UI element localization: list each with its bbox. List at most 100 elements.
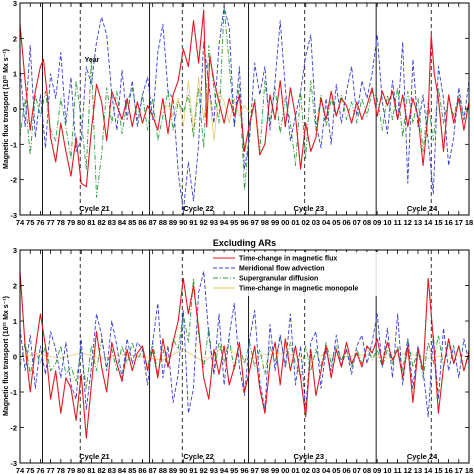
series-line-flux [20, 9, 469, 188]
legend-label-meridional: Meridional flow advection [239, 266, 325, 273]
x-tick-label: 10 [383, 466, 391, 474]
x-tick-label: 77 [46, 218, 54, 227]
y-tick-label: 0 [13, 353, 17, 362]
x-tick-label: 90 [179, 218, 187, 227]
y-axis-title: Magnetic flux transport (10²¹ Mx s⁻¹) [3, 49, 10, 169]
x-tick-label: 10 [383, 218, 391, 227]
x-tick-label: 81 [87, 218, 95, 227]
cycle-label: Cycle 22 [183, 204, 213, 213]
x-tick-label: 86 [138, 218, 146, 227]
x-tick-label: 17 [455, 466, 463, 474]
x-tick-label: 12 [404, 466, 412, 474]
y-tick-label: 1 [13, 317, 17, 326]
y-tick-label: -1 [10, 388, 17, 397]
x-tick-label: 85 [128, 466, 136, 474]
x-tick-label: 11 [394, 466, 402, 474]
x-tick-label: 16 [444, 466, 452, 474]
legend-label-monopole: Time-change in magnetic monopole [239, 286, 358, 293]
legend-label-flux: Time-change in magnetic flux [239, 256, 337, 263]
y-tick-label: -1 [10, 140, 17, 149]
x-tick-label: 08 [363, 466, 371, 474]
x-tick-label: 09 [373, 218, 381, 227]
x-tick-label: 78 [57, 466, 65, 474]
x-tick-label: 18 [465, 466, 473, 474]
x-tick-label: 80 [77, 218, 85, 227]
x-tick-label: 15 [434, 466, 442, 474]
x-tick-label: 06 [342, 466, 350, 474]
x-tick-label: 80 [77, 466, 85, 474]
x-tick-label: 93 [210, 218, 218, 227]
legend-label-supergranular: Supergranular diffusion [239, 276, 318, 283]
x-tick-label: 76 [36, 466, 44, 474]
x-tick-label: 15 [434, 218, 442, 227]
x-tick-label: 87 [148, 218, 156, 227]
y-tick-label: -2 [10, 176, 17, 185]
x-tick-label: 77 [46, 466, 54, 474]
series-line-monopole [20, 345, 469, 363]
plot-frame [19, 2, 470, 216]
x-tick-label: 18 [465, 218, 473, 227]
x-tick-label: 89 [169, 218, 177, 227]
x-tick-label: 92 [200, 218, 208, 227]
x-tick-label: 89 [169, 466, 177, 474]
x-tick-label: 75 [26, 218, 34, 227]
x-tick-label: 93 [210, 466, 218, 474]
x-tick-label: 75 [26, 466, 34, 474]
x-tick-label: 97 [251, 218, 259, 227]
x-tick-label: 09 [373, 466, 381, 474]
y-tick-label: 2 [13, 34, 17, 43]
x-tick-label: 02 [302, 218, 310, 227]
x-tick-label: 94 [220, 466, 229, 474]
x-tick-label: 87 [148, 466, 156, 474]
x-tick-label: 05 [332, 466, 340, 474]
x-tick-label: 07 [353, 466, 361, 474]
x-tick-label: 84 [118, 218, 127, 227]
y-tick-label: 2 [13, 282, 17, 291]
x-tick-label: 14 [424, 218, 433, 227]
legend: Time-change in magnetic flux Meridional f… [209, 252, 384, 296]
x-tick-label: 05 [332, 218, 340, 227]
x-tick-label: 98 [261, 218, 269, 227]
x-tick-label: 16 [444, 218, 452, 227]
x-tick-label: 01 [291, 218, 299, 227]
x-tick-label: 13 [414, 218, 422, 227]
series-line-flux [20, 271, 469, 439]
x-tick-label: 99 [271, 218, 279, 227]
x-tick-label: 88 [159, 466, 167, 474]
y-tick-label: -2 [10, 424, 17, 433]
x-tick-label: 82 [97, 466, 105, 474]
x-tick-label: 03 [312, 218, 320, 227]
x-tick-label: 92 [200, 466, 208, 474]
x-tick-label: 04 [322, 466, 331, 474]
x-tick-label: 00 [281, 466, 289, 474]
bottom-panel: 74 75 76 77 78 79 80 81 82 83 84 85 86 87 88 89 90 91 92 93… [3, 238, 473, 474]
x-tick-label: 74 [16, 466, 25, 474]
x-tick-label: 90 [179, 466, 187, 474]
x-tick-label: 12 [404, 218, 412, 227]
x-tick-label: 98 [261, 466, 269, 474]
cycle-label: Cycle 23 [294, 452, 324, 461]
x-tick-label: 86 [138, 466, 146, 474]
x-tick-label: 97 [251, 466, 259, 474]
cycle-label: Cycle 24 [407, 452, 438, 461]
x-tick-label: 96 [240, 218, 248, 227]
x-tick-label: 83 [108, 466, 116, 474]
x-tick-label: 06 [342, 218, 350, 227]
y-tick-label: 0 [13, 105, 17, 114]
x-tick-label: 74 [16, 218, 25, 227]
x-tick-label: 02 [302, 466, 310, 474]
x-tick-label: 91 [189, 218, 197, 227]
panel-title: Excluding ARs [213, 238, 276, 248]
top-panel: 74 75 76 77 78 79 80 81 82 83 84 85 86 87 88 89 90 91 92 93… [3, 0, 473, 227]
x-tick-label: 13 [414, 466, 422, 474]
x-tick-label: 85 [128, 218, 136, 227]
x-tick-label: 14 [424, 466, 433, 474]
x-tick-label: 88 [159, 218, 167, 227]
x-tick-label: 84 [118, 466, 127, 474]
x-tick-label: 00 [281, 218, 289, 227]
cycle-label: Cycle 23 [294, 204, 324, 213]
x-tick-label: 03 [312, 466, 320, 474]
x-tick-label: 79 [67, 218, 75, 227]
x-tick-label: 79 [67, 466, 75, 474]
x-tick-label: 94 [220, 218, 229, 227]
